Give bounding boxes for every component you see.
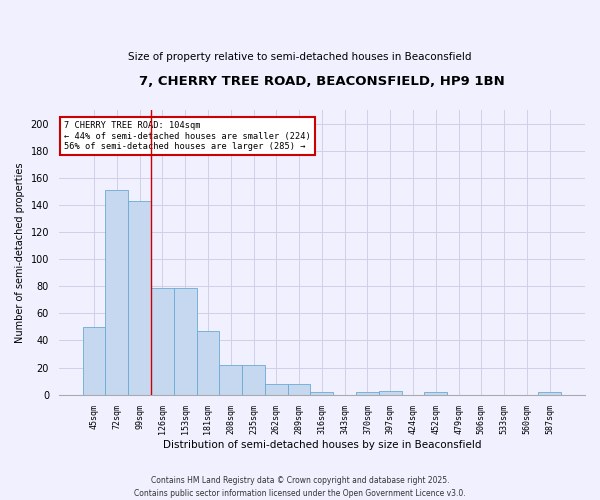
Bar — [538, 392, 561, 394]
Y-axis label: Number of semi-detached properties: Number of semi-detached properties — [15, 162, 25, 342]
Bar — [379, 390, 401, 394]
Bar — [197, 331, 220, 394]
Text: 7 CHERRY TREE ROAD: 104sqm
← 44% of semi-detached houses are smaller (224)
56% o: 7 CHERRY TREE ROAD: 104sqm ← 44% of semi… — [64, 122, 311, 151]
Bar — [310, 392, 333, 394]
Bar — [220, 365, 242, 394]
Bar — [106, 190, 128, 394]
Bar — [151, 288, 174, 395]
Text: Contains HM Land Registry data © Crown copyright and database right 2025.
Contai: Contains HM Land Registry data © Crown c… — [134, 476, 466, 498]
Bar — [83, 327, 106, 394]
Text: Size of property relative to semi-detached houses in Beaconsfield: Size of property relative to semi-detach… — [128, 52, 472, 62]
Bar — [288, 384, 310, 394]
Bar — [424, 392, 447, 394]
Bar — [265, 384, 288, 394]
Bar — [128, 201, 151, 394]
Bar — [356, 392, 379, 394]
Bar — [174, 288, 197, 395]
Title: 7, CHERRY TREE ROAD, BEACONSFIELD, HP9 1BN: 7, CHERRY TREE ROAD, BEACONSFIELD, HP9 1… — [139, 75, 505, 88]
Bar — [242, 365, 265, 394]
X-axis label: Distribution of semi-detached houses by size in Beaconsfield: Distribution of semi-detached houses by … — [163, 440, 481, 450]
